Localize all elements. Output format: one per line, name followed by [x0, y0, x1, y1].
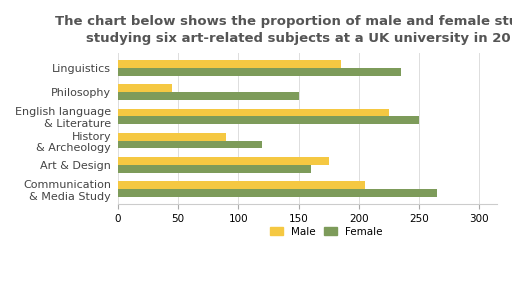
Bar — [118, 116, 419, 124]
Bar — [118, 60, 340, 68]
Bar — [118, 141, 263, 148]
Bar — [118, 92, 298, 100]
Legend: Male, Female: Male, Female — [266, 222, 387, 241]
Bar — [118, 84, 172, 92]
Bar — [118, 109, 389, 116]
Bar — [118, 165, 311, 173]
Bar — [118, 189, 437, 197]
Title: The chart below shows the proportion of male and female students
studying six ar: The chart below shows the proportion of … — [55, 15, 512, 45]
Bar — [118, 68, 401, 76]
Bar — [118, 181, 365, 189]
Bar — [118, 133, 226, 141]
Bar — [118, 157, 329, 165]
